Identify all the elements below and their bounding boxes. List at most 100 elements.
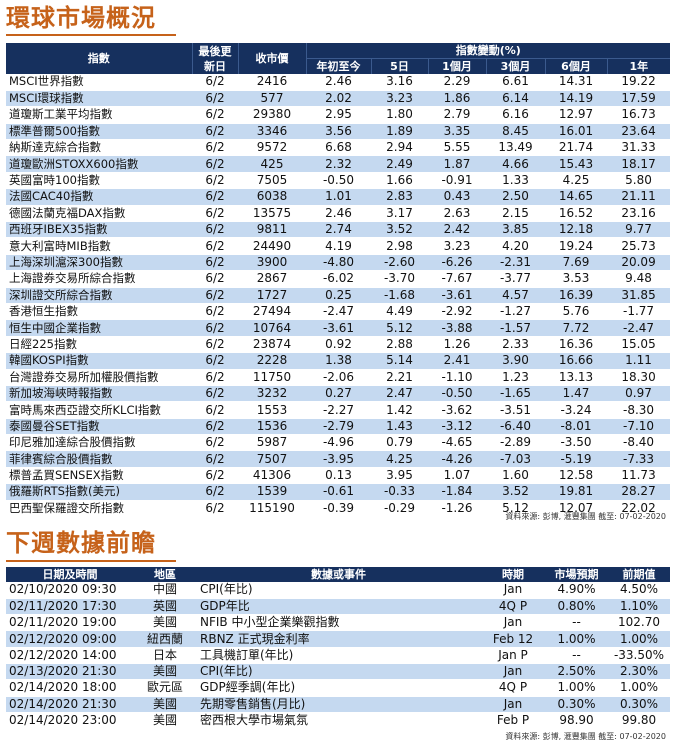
period-cell: Feb P [481,712,545,730]
change-5d-cell: 1.80 [371,106,428,124]
period-cell: Jan [481,663,545,681]
ytd-cell: 2.74 [306,221,371,239]
date-cell: 6/2 [192,270,238,288]
date-cell: 6/2 [192,106,238,124]
previous-cell: 2.30% [608,663,670,681]
index-name-cell: 道瓊斯工業平均指數 [6,106,192,124]
change-1y-cell: 17.59 [607,90,671,108]
change-6m-cell: 19.24 [545,237,607,255]
change-1y-cell: 25.73 [607,237,671,255]
table-row: 法國CAC40指數 6/2 6038 1.01 2.83 0.43 2.50 14.65 21.… [6,188,671,206]
ytd-cell: -3.61 [306,319,371,337]
index-name-cell: 西班牙IBEX35指數 [6,221,192,239]
event-cell: 先期零售銷售(月比) [196,696,481,713]
change-3m-cell: -6.40 [486,418,545,436]
event-cell: CPI(年比) [196,582,481,599]
change-6m-cell: 16.39 [545,287,607,304]
change-5d-cell: 4.25 [371,450,428,468]
date-cell: 6/2 [192,500,238,518]
close-cell: 29380 [238,106,306,124]
ytd-cell: -0.39 [306,500,371,518]
index-name-cell: 俄羅斯RTS指數(美元) [6,483,192,501]
index-name-cell: 恒生中國企業指數 [6,319,192,337]
table-row: 02/10/2020 09:30 中國 CPI(年比) Jan 4.90% 4.50% [6,582,670,599]
change-5d-cell: 1.89 [371,123,428,141]
table-row: MSCI環球指數 6/2 577 2.02 3.23 1.86 6.14 14.19 17.59 [6,90,671,108]
calendar-header: 時期 [481,567,545,582]
change-1y-cell: -8.40 [607,434,671,452]
ytd-cell: 3.56 [306,123,371,141]
date-cell: 6/2 [192,434,238,452]
change-1m-cell: 2.29 [428,74,486,91]
region-cell: 美國 [134,614,196,632]
date-cell: 6/2 [192,123,238,141]
region-cell: 中國 [134,582,196,599]
region-cell: 紐西蘭 [134,630,196,648]
table-row: MSCI世界指數 6/2 2416 2.46 3.16 2.29 6.61 14.31 19.2… [6,74,671,91]
table-row: 02/12/2020 14:00 日本 工具機訂單(年比) Jan P -- -33.50… [6,647,670,664]
date-cell: 6/2 [192,237,238,255]
index-name-cell: 日經225指數 [6,336,192,354]
change-6m-cell: 14.31 [545,74,607,91]
change-1y-cell: -8.30 [607,401,671,419]
previous-cell: -33.50% [608,647,670,664]
event-cell: 工具機訂單(年比) [196,647,481,664]
close-cell: 9572 [238,139,306,157]
datetime-cell: 02/14/2020 18:00 [6,679,134,697]
change-1m-cell: 2.42 [428,221,486,239]
change-1m-cell: -0.50 [428,385,486,403]
index-name-cell: 道瓊歐洲STOXX600指數 [6,155,192,173]
event-cell: GDP經季調(年比) [196,679,481,697]
change-3m-cell: 6.61 [486,74,545,91]
forecast-cell: 0.30% [545,696,608,713]
index-name-cell: 英國富時100指數 [6,172,192,190]
ytd-cell: 4.19 [306,237,371,255]
change-6m-cell: -5.19 [545,450,607,468]
date-cell: 6/2 [192,352,238,370]
close-cell: 115190 [238,500,306,518]
change-6m-cell: 14.19 [545,90,607,108]
change-3m-cell: -1.27 [486,303,545,321]
period-cell: Jan P [481,647,545,664]
change-1y-cell: 9.48 [607,270,671,288]
change-6m-cell: 15.43 [545,155,607,173]
ytd-cell: -4.80 [306,254,371,272]
table-row: 西班牙IBEX35指數 6/2 9811 2.74 3.52 2.42 3.85 12.18 9… [6,221,671,239]
change-1y-cell: 0.97 [607,385,671,403]
region-cell: 日本 [134,647,196,664]
close-cell: 27494 [238,303,306,321]
change-5d-cell: 1.66 [371,172,428,190]
date-cell: 6/2 [192,385,238,403]
change-3m-cell: -7.03 [486,450,545,468]
table-row: 02/11/2020 19:00 美國 NFIB 中小型企業樂觀指數 Jan -- 102… [6,614,670,632]
change-6m-cell: 16.01 [545,123,607,141]
table-row: 俄羅斯RTS指數(美元) 6/2 1539 -0.61 -0.33 -1.84 3.52 19… [6,483,671,501]
ytd-cell: 0.25 [306,287,371,304]
datetime-cell: 02/14/2020 23:00 [6,712,134,730]
table-row: 意大利富時MIB指數 6/2 24490 4.19 2.98 3.23 4.20 19.24 2… [6,237,671,255]
change-1y-cell: 23.16 [607,205,671,223]
date-cell: 6/2 [192,467,238,485]
table-row: 深圳證交所綜合指數 6/2 1727 0.25 -1.68 -3.61 4.57 16.39 3… [6,287,671,304]
change-3m-cell: 2.50 [486,188,545,206]
change-1m-cell: 2.79 [428,106,486,124]
forecast-cell: -- [545,647,608,664]
forecast-cell: 1.00% [545,630,608,648]
ytd-cell: 2.46 [306,74,371,91]
calendar-header: 前期值 [608,567,670,582]
change-3m-cell: 6.14 [486,90,545,108]
index-name-cell: 台灣證券交易所加權股價指數 [6,369,192,386]
event-cell: GDP年比 [196,598,481,616]
forecast-cell: -- [545,614,608,632]
table-row: 02/12/2020 09:00 紐西蘭 RBNZ 正式現金利率 Feb 12 1.00… [6,630,670,648]
change-3m-cell: 4.57 [486,287,545,304]
close-cell: 1539 [238,483,306,501]
index-name-cell: 富時馬來西亞證交所KLCI指數 [6,401,192,419]
change-5d-cell: 3.95 [371,467,428,485]
change-6m-cell: 21.74 [545,139,607,157]
table-row: 標準普爾500指數 6/2 3346 3.56 1.89 3.35 8.45 16.01 23.… [6,123,671,141]
index-name-cell: 菲律賓綜合股價指數 [6,450,192,468]
change-6m-cell: -3.24 [545,401,607,419]
date-cell: 6/2 [192,287,238,304]
forecast-cell: 4.90% [545,582,608,599]
